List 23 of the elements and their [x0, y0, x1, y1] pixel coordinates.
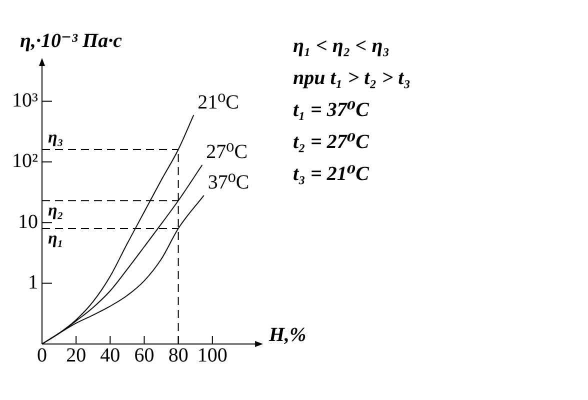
x-tick-label: 100 [197, 344, 228, 366]
text: t₂ = 27⁰C [293, 130, 370, 155]
ref-line-label: η₃ [48, 127, 64, 146]
y-axis-title: η,·10⁻³ Па·с [20, 30, 122, 52]
x-tick-label: 20 [66, 344, 86, 366]
ref-line-label: η₂ [48, 200, 64, 220]
text: t₃ = 21⁰C [293, 162, 370, 187]
x-axis-title: H,% [268, 324, 306, 346]
series-label: 27⁰C [206, 141, 248, 164]
y-tick-label: 1 [28, 272, 38, 294]
series-label: 37⁰C [208, 172, 250, 194]
y-tick-label: 10³ [12, 89, 38, 112]
y-tick-label: 10 [18, 210, 38, 233]
text: при t₁ > t₂ > t₃ [293, 66, 411, 91]
text: η₁ < η₂ < η₃ [293, 34, 391, 59]
ref-line-label: η₁ [48, 228, 64, 248]
x-tick-label: 40 [100, 344, 120, 366]
y-tick-label: 10² [12, 150, 38, 172]
x-tick-label: 80 [168, 344, 188, 366]
x-tick-label: 60 [134, 344, 154, 366]
text: t₁ = 37⁰C [293, 98, 370, 123]
series-label: 21⁰C [198, 91, 240, 114]
x-tick-label: 0 [36, 344, 47, 366]
